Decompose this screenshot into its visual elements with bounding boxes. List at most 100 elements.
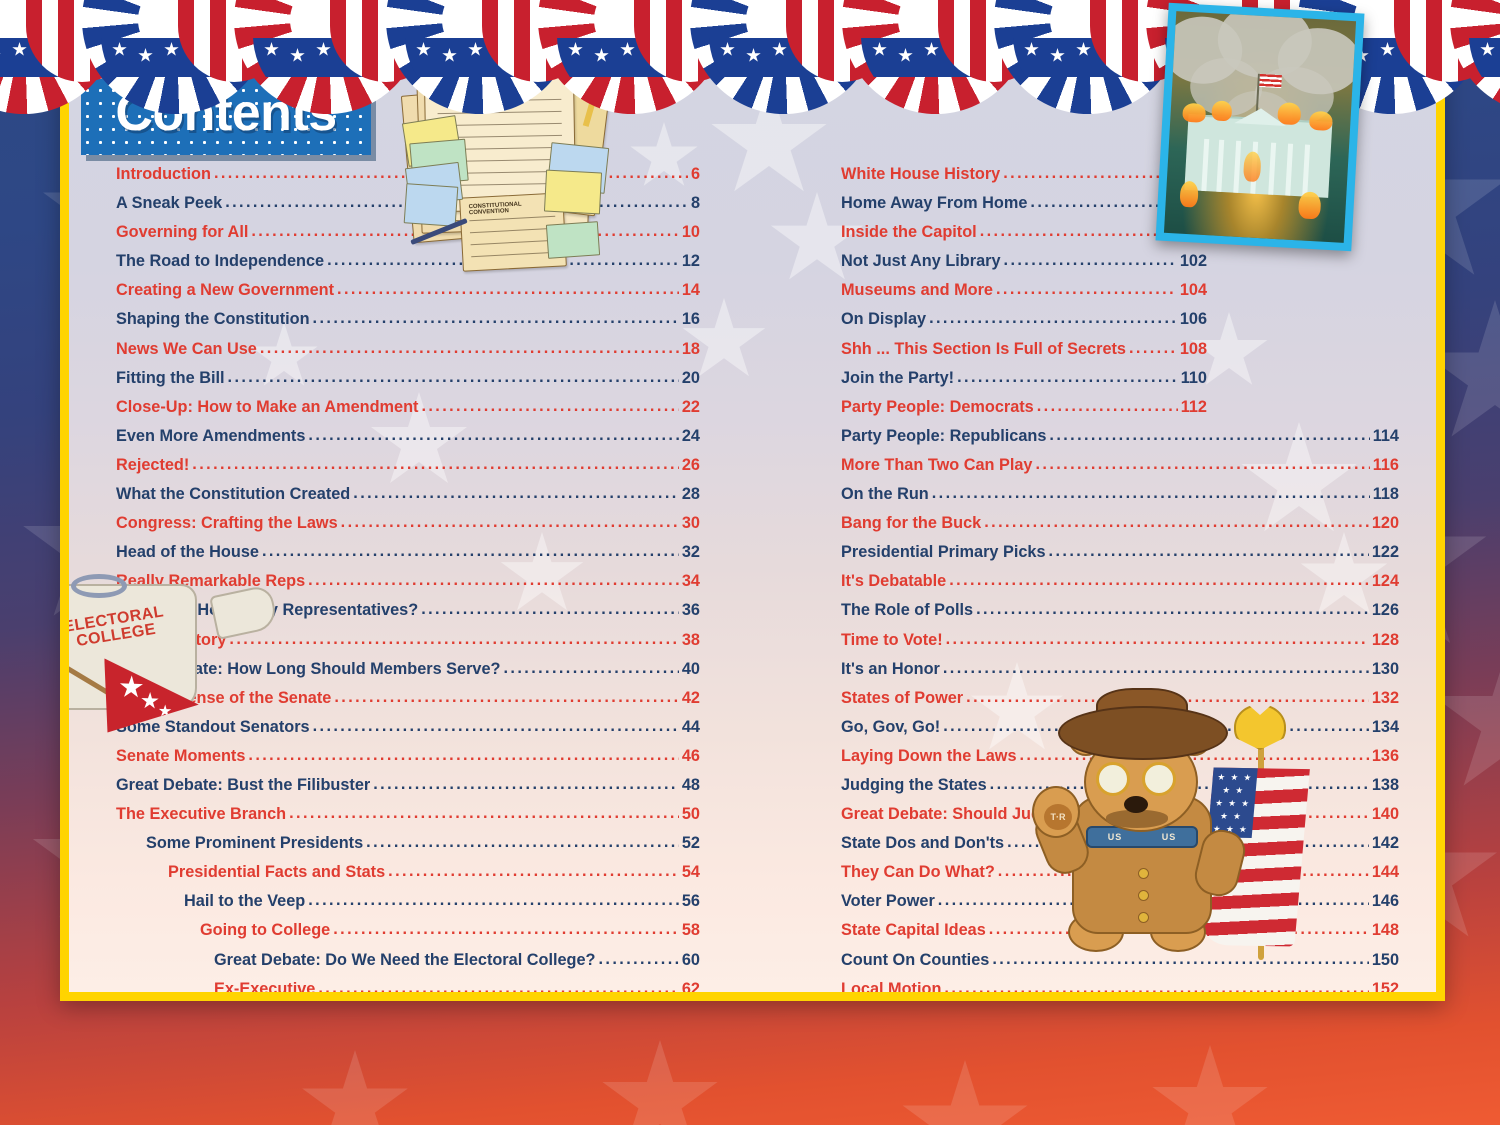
toc-leader-dots: ........................................…	[1128, 339, 1177, 356]
toc-entry[interactable]: What the Constitution Created...........…	[116, 485, 700, 515]
toc-entry[interactable]: Great Debate: How Long Should Members Se…	[116, 659, 700, 690]
toc-entry[interactable]: On the Run..............................…	[841, 485, 1399, 515]
toc-entry-page-number: 102	[1179, 252, 1207, 271]
toc-entry-title: Creating a New Government	[116, 281, 335, 300]
toc-entry[interactable]: Congress: Crafting the Laws.............…	[116, 514, 700, 544]
toc-entry-page-number: 44	[681, 717, 700, 736]
toc-leader-dots: ........................................…	[942, 659, 1369, 676]
toc-entry[interactable]: Senate Moments..........................…	[116, 746, 700, 777]
toc-entry-page-number: 136	[1371, 746, 1399, 765]
toc-entry-page-number: 12	[681, 252, 700, 271]
toc-entry-title: The Road to Independence	[116, 252, 325, 271]
toc-entry[interactable]: Creating a New Government...............…	[116, 281, 700, 311]
toc-entry[interactable]: Presidential Facts and Stats............…	[116, 863, 700, 893]
toc-entry[interactable]: Inside the Capitol......................…	[841, 223, 1207, 253]
toc-entry-title: Close-Up: How to Make an Amendment	[116, 397, 419, 416]
toc-leader-dots: ........................................…	[1003, 252, 1177, 269]
toc-entry[interactable]: Shh ... This Section Is Full of Secrets.…	[841, 339, 1207, 370]
toc-entry[interactable]: Join the Party!.........................…	[841, 369, 1207, 399]
toc-entry[interactable]: On Display..............................…	[841, 310, 1207, 340]
toc-entry[interactable]: It's Debatable..........................…	[841, 572, 1399, 602]
toc-entry[interactable]: Some Standout Senators..................…	[116, 717, 700, 748]
toc-entry[interactable]: A Sneak Peek............................…	[116, 194, 700, 224]
decorative-star-icon	[302, 1050, 408, 1125]
toc-entry-page-number: 124	[1371, 572, 1399, 591]
toc-entry[interactable]: Governing for All.......................…	[116, 223, 700, 253]
toc-entry[interactable]: White House History.....................…	[841, 165, 1207, 195]
toc-entry[interactable]: Great Debate: Do We Need the Electoral C…	[116, 950, 700, 981]
toc-entry[interactable]: Head of the House.......................…	[116, 543, 700, 573]
toc-leader-dots: ........................................…	[366, 834, 679, 851]
toc-entry[interactable]: Museums and More........................…	[841, 281, 1207, 311]
toc-entry[interactable]: Go, Gov, Go!............................…	[841, 717, 1399, 748]
toc-entry[interactable]: Making Sense of the Senate..............…	[116, 688, 700, 719]
toc-entry-title: Close-Up: How Many Representatives?	[116, 601, 419, 620]
toc-entry[interactable]: Shaping the Constitution................…	[116, 310, 700, 340]
toc-leader-dots: ........................................…	[598, 950, 679, 967]
toc-leader-dots: ........................................…	[503, 659, 679, 676]
toc-entry[interactable]: Introduction............................…	[116, 165, 700, 195]
toc-entry-page-number: 50	[681, 805, 700, 824]
toc-entry[interactable]: News We Can Use.........................…	[116, 340, 700, 370]
toc-entry[interactable]: Ex-Executive............................…	[116, 980, 700, 992]
toc-leader-dots: ........................................…	[1036, 397, 1178, 415]
toc-entry[interactable]: The Executive Branch....................…	[116, 805, 700, 835]
toc-entry-title: Senate Moments	[116, 746, 246, 765]
toc-entry[interactable]: Really Remarkable Reps..................…	[116, 572, 700, 602]
toc-entry[interactable]: State Capital Ideas.....................…	[841, 921, 1399, 951]
toc-entry-page-number: 42	[681, 688, 700, 707]
toc-entry[interactable]: Going to College........................…	[116, 921, 700, 951]
toc-entry[interactable]: Even More Amendments....................…	[116, 427, 700, 457]
toc-entry[interactable]: Judging the States......................…	[841, 776, 1399, 806]
toc-leader-dots: ........................................…	[308, 572, 679, 589]
toc-entry[interactable]: The Road to Independence................…	[116, 252, 700, 282]
toc-entry-title: Inside the Capitol	[841, 223, 977, 242]
toc-entry[interactable]: Close-Up: How to Make an Amendment......…	[116, 397, 700, 428]
toc-entry[interactable]: States of Power.........................…	[841, 688, 1399, 719]
toc-leader-dots: ........................................…	[353, 485, 679, 502]
toc-entry[interactable]: Local Motion............................…	[841, 980, 1399, 992]
toc-entry-page-number: 116	[1372, 455, 1399, 474]
toc-entry[interactable]: Home Away From Home.....................…	[841, 194, 1207, 224]
toc-entry[interactable]: Fitting the Bill........................…	[116, 369, 700, 399]
toc-entry[interactable]: Great Debate: Bust the Filibuster.......…	[116, 776, 700, 806]
toc-entry[interactable]: It's an Honor...........................…	[841, 659, 1399, 690]
toc-entry[interactable]: Time to Vote!...........................…	[841, 631, 1399, 661]
toc-entry-page-number: 34	[681, 572, 700, 591]
toc-entry[interactable]: Rejected!...............................…	[116, 456, 700, 486]
toc-entry[interactable]: The Role of Polls.......................…	[841, 601, 1399, 631]
toc-leader-dots: ........................................…	[1003, 165, 1186, 182]
toc-entry-page-number: 132	[1371, 688, 1399, 707]
toc-entry[interactable]: Great Debate: Should Judges Be Elected?.…	[841, 805, 1399, 835]
toc-entry[interactable]: More Than Two Can Play..................…	[841, 455, 1399, 486]
toc-entry[interactable]: Laying Down the Laws....................…	[841, 746, 1399, 777]
toc-entry-title: Party People: Democrats	[841, 397, 1034, 416]
toc-leader-dots: ........................................…	[225, 194, 688, 211]
toc-entry-title: Party People: Republicans	[841, 426, 1047, 445]
toc-entry[interactable]: Some Prominent Presidents...............…	[116, 834, 700, 864]
toc-entry[interactable]: Not Just Any Library....................…	[841, 252, 1207, 282]
toc-right-column: White House History.....................…	[841, 165, 1399, 992]
toc-entry-page-number: 22	[681, 397, 700, 416]
toc-entry[interactable]: Hail to the Veep........................…	[116, 892, 700, 922]
toc-entry[interactable]: Party People: Republicans...............…	[841, 426, 1399, 457]
toc-entry[interactable]: House History...........................…	[116, 631, 700, 661]
toc-entry[interactable]: Party People: Democrats.................…	[841, 397, 1207, 428]
toc-entry-title: Count On Counties	[841, 950, 990, 969]
toc-entry[interactable]: Presidential Primary Picks..............…	[841, 543, 1399, 573]
toc-entry[interactable]: Close-Up: How Many Representatives?.....…	[116, 601, 700, 631]
toc-entry[interactable]: State Dos and Don'ts....................…	[841, 834, 1399, 864]
toc-entry-title: Voter Power	[841, 892, 935, 911]
toc-entry-page-number: 40	[681, 659, 700, 678]
toc-entry[interactable]: Count On Counties.......................…	[841, 950, 1399, 981]
toc-entry[interactable]: Voter Power.............................…	[841, 892, 1399, 922]
toc-entry-page-number: 36	[681, 601, 700, 620]
toc-entry[interactable]: They Can Do What?.......................…	[841, 863, 1399, 893]
toc-entry[interactable]: Bang for the Buck.......................…	[841, 514, 1399, 544]
toc-entry-page-number: 130	[1371, 659, 1399, 678]
toc-leader-dots: ........................................…	[308, 892, 679, 909]
toc-leader-dots: ........................................…	[943, 717, 1369, 735]
toc-leader-dots: ........................................…	[340, 514, 679, 531]
toc-leader-dots: ........................................…	[1049, 426, 1369, 444]
toc-entry-page-number: 126	[1371, 601, 1399, 620]
